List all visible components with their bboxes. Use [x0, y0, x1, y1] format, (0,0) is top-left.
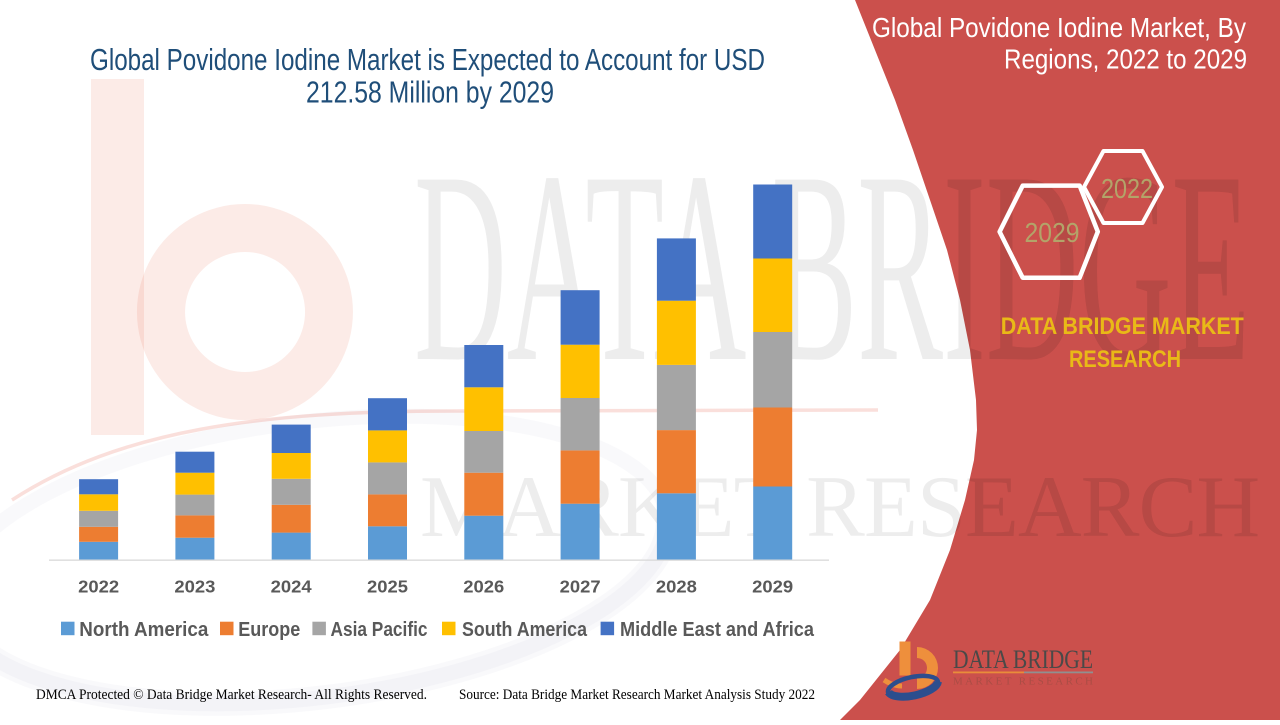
svg-text:2026: 2026 — [463, 577, 504, 597]
svg-text:Global Povidone Iodine Market,: Global Povidone Iodine Market, By — [872, 12, 1246, 43]
svg-text:South America: South America — [462, 618, 588, 641]
svg-text:2027: 2027 — [560, 577, 601, 597]
svg-text:Asia Pacific: Asia Pacific — [331, 618, 428, 641]
svg-text:DATA BRIDGE MARKET: DATA BRIDGE MARKET — [1001, 313, 1244, 340]
svg-text:2029: 2029 — [1025, 217, 1080, 248]
svg-text:DATA BRIDGE: DATA BRIDGE — [414, 116, 1250, 419]
svg-text:DMCA Protected © Data Bridge M: DMCA Protected © Data Bridge Market Rese… — [36, 687, 427, 703]
svg-text:212.58 Million by 2029: 212.58 Million by 2029 — [306, 74, 554, 109]
svg-text:Regions, 2022 to 2029: Regions, 2022 to 2029 — [1004, 44, 1247, 75]
svg-text:2022: 2022 — [78, 577, 119, 597]
svg-text:2023: 2023 — [174, 577, 215, 597]
svg-text:2022: 2022 — [1101, 173, 1153, 204]
svg-text:MARKET RESEARCH: MARKET RESEARCH — [420, 459, 1270, 556]
svg-text:Europe: Europe — [238, 618, 300, 641]
svg-text:DATA BRIDGE: DATA BRIDGE — [953, 645, 1093, 674]
svg-text:2025: 2025 — [367, 577, 408, 597]
svg-text:2029: 2029 — [752, 577, 793, 597]
svg-text:Global Povidone Iodine Market: Global Povidone Iodine Market is Expecte… — [90, 42, 765, 77]
svg-text:2028: 2028 — [656, 577, 697, 597]
svg-text:Middle East and Africa: Middle East and Africa — [620, 618, 815, 641]
svg-text:Source: Data Bridge Market Res: Source: Data Bridge Market Research Mark… — [459, 687, 815, 703]
svg-text:RESEARCH: RESEARCH — [1069, 346, 1181, 373]
svg-text:MARKET RESEARCH: MARKET RESEARCH — [953, 676, 1093, 688]
svg-text:2024: 2024 — [271, 577, 312, 597]
svg-text:North America: North America — [79, 618, 209, 641]
